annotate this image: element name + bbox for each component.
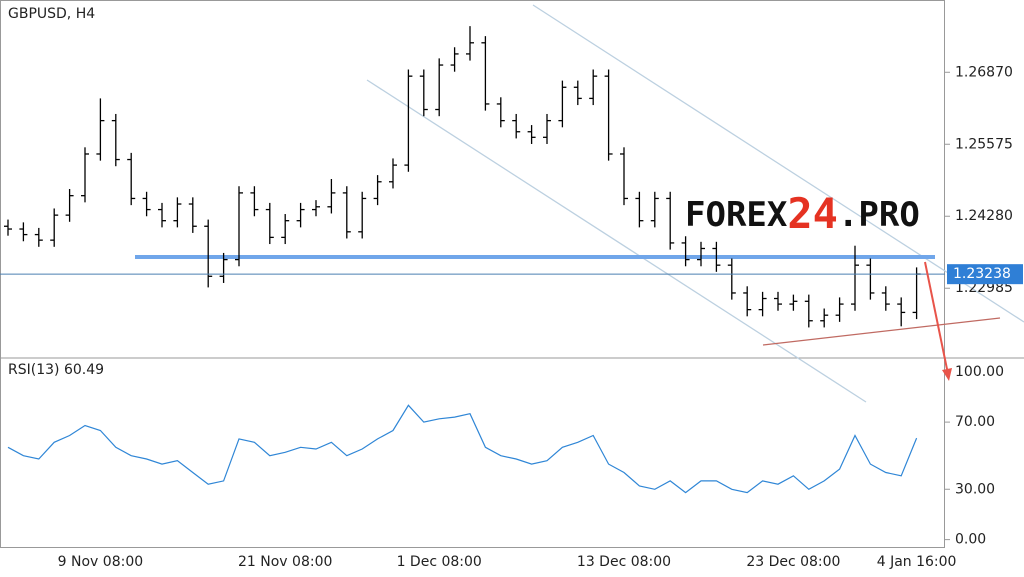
x-tick-label: 23 Dec 08:00: [746, 554, 840, 570]
channel-upper: [532, 4, 1024, 323]
y-tick-label: 100.00: [955, 364, 1004, 380]
watermark: FOREX24.PRO: [685, 189, 920, 238]
current-price-label: 1.23238: [953, 266, 1011, 282]
channel-lower: [366, 79, 867, 403]
x-tick-label: 4 Jan 16:00: [877, 554, 957, 570]
watermark-text: FOREX24.PRO: [685, 189, 920, 238]
y-tick-label: 30.00: [955, 481, 995, 497]
forecast-arrow: [924, 261, 949, 375]
y-tick-label: 70.00: [955, 414, 995, 430]
y-tick-label: 0.00: [955, 532, 986, 548]
rsi-title: RSI(13) 60.49: [8, 362, 104, 378]
y-tick-label: 1.26870: [955, 64, 1013, 80]
current-price-box: [947, 264, 1023, 285]
x-tick-label: 9 Nov 08:00: [58, 554, 143, 570]
trend-line: [762, 317, 1001, 346]
x-tick-label: 13 Dec 08:00: [577, 554, 671, 570]
rsi-line: [7, 404, 918, 494]
x-tick-label: 1 Dec 08:00: [397, 554, 482, 570]
chart-title: GBPUSD, H4: [8, 6, 95, 22]
y-tick-label: 1.25575: [955, 136, 1013, 152]
marks: 1.26870 1.25575 1.24280 1.22985 9 Nov 08:00 2…: [0, 26, 1023, 570]
arrow-head: [942, 368, 952, 381]
y-tick-label: 1.24280: [955, 208, 1013, 224]
x-tick-label: 21 Nov 08:00: [238, 554, 332, 570]
y-tick-label: 1.22985: [955, 280, 1013, 296]
